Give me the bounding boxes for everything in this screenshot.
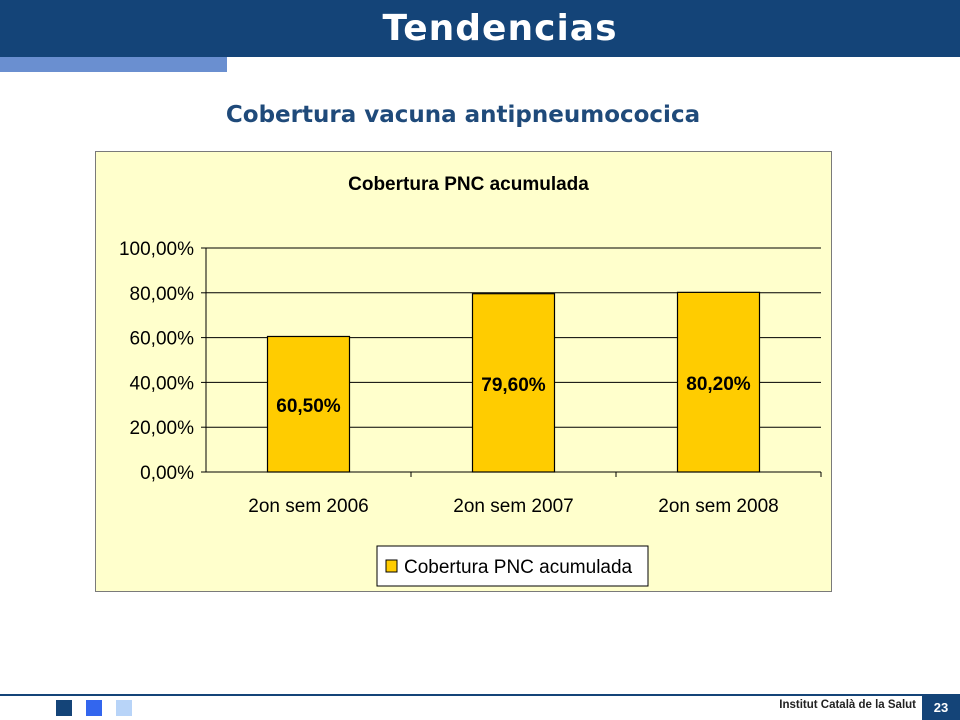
bar-value-label: 79,60% bbox=[481, 375, 546, 396]
footer-institution: Institut Català de la Salut bbox=[779, 699, 916, 711]
page-number: 23 bbox=[922, 696, 960, 720]
chart-title: Cobertura PNC acumulada bbox=[348, 174, 589, 195]
legend-box bbox=[376, 545, 649, 587]
bar bbox=[471, 293, 556, 473]
y-tick-label: 0,00% bbox=[140, 463, 194, 484]
footer-line bbox=[0, 694, 960, 696]
bar-value-label: 80,20% bbox=[686, 374, 751, 395]
bar-chart: Cobertura PNC acumulada 0,00% 20,00% 40,00%… bbox=[119, 174, 822, 587]
legend-label: Cobertura PNC acumulada bbox=[404, 557, 633, 578]
bar bbox=[676, 291, 761, 473]
slide-title: Tendencias bbox=[382, 8, 618, 49]
footer-square-dark bbox=[56, 700, 72, 716]
legend-swatch bbox=[385, 559, 398, 573]
y-tick-label: 20,00% bbox=[130, 418, 195, 439]
x-tick-label: 2on sem 2006 bbox=[248, 496, 368, 517]
header-accent bbox=[0, 57, 227, 72]
y-tick-label: 80,00% bbox=[130, 284, 195, 305]
footer-square-mid bbox=[86, 700, 102, 716]
x-tick-label: 2on sem 2007 bbox=[453, 496, 573, 517]
y-tick-label: 40,00% bbox=[130, 373, 195, 394]
x-tick-label: 2on sem 2008 bbox=[658, 496, 778, 517]
y-tick-label: 100,00% bbox=[119, 239, 194, 260]
bar-value-label: 60,50% bbox=[276, 396, 341, 417]
chart-area: Cobertura PNC acumulada 0,00% 20,00% 40,00%… bbox=[95, 151, 832, 592]
bar bbox=[266, 335, 351, 473]
slide-subtitle: Cobertura vacuna antipneumococica bbox=[225, 102, 701, 128]
footer-square-light bbox=[116, 700, 132, 716]
y-tick-label: 60,00% bbox=[130, 329, 195, 350]
header-bar bbox=[0, 0, 960, 57]
